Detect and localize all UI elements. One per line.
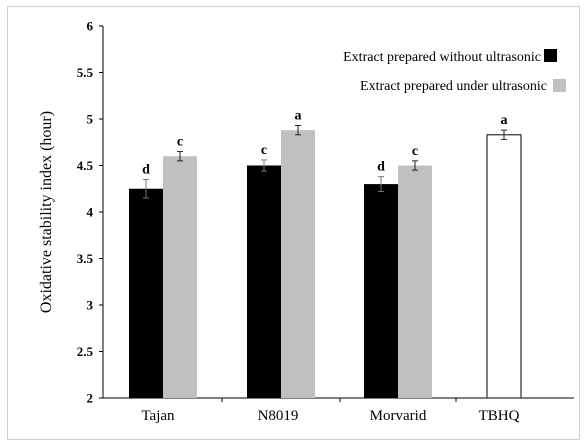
significance-label: c	[261, 143, 267, 158]
y-tick-label: 2.5	[77, 344, 94, 359]
bar	[486, 134, 522, 399]
legend-label-under-ultrasonic: Extract prepared under ultrasonic	[360, 79, 547, 94]
bar	[364, 184, 398, 398]
y-axis-label: Oxidative stability index (hour)	[38, 111, 55, 313]
significance-label: a	[295, 109, 302, 124]
bars	[129, 130, 522, 399]
x-category-label: Tajan	[141, 408, 175, 424]
x-category-label: Morvarid	[370, 408, 427, 424]
significance-label: c	[177, 135, 183, 150]
bar	[247, 165, 281, 398]
y-tick-label: 3.5	[77, 251, 94, 266]
x-category-label: TBHQ	[479, 408, 520, 424]
legend-swatch-under-ultrasonic	[553, 79, 566, 92]
significance-label: d	[377, 160, 385, 175]
significance-label: d	[142, 162, 150, 177]
y-tick-label: 4.5	[77, 158, 94, 173]
y-axis-title: Oxidative stability index (hour)	[38, 111, 55, 313]
significance-label: c	[412, 144, 418, 159]
significance-labels: d c c a d c a	[142, 109, 507, 178]
y-ticks: 2 2.5 3 3.5 4 4.5 5 5.5 6	[77, 19, 103, 406]
bar	[163, 156, 197, 398]
y-tick-label: 5	[87, 112, 94, 127]
y-tick-label: 5.5	[77, 65, 94, 80]
y-tick-label: 4	[87, 205, 94, 220]
bar	[129, 188, 163, 398]
legend-swatch-without-ultrasonic	[544, 49, 557, 62]
y-tick-label: 2	[87, 391, 94, 406]
legend-label-without-ultrasonic: Extract prepared without ultrasonic	[343, 50, 541, 65]
bar	[281, 130, 315, 398]
significance-label: a	[501, 113, 508, 128]
y-tick-label: 6	[87, 19, 94, 34]
legend: Extract prepared without ultrasonic Extr…	[343, 49, 566, 94]
error-bars	[143, 125, 507, 199]
bar	[398, 165, 432, 398]
x-category-labels: Tajan N8019 Morvarid TBHQ	[141, 408, 519, 424]
x-category-label: N8019	[258, 408, 299, 424]
y-tick-label: 3	[87, 298, 94, 313]
